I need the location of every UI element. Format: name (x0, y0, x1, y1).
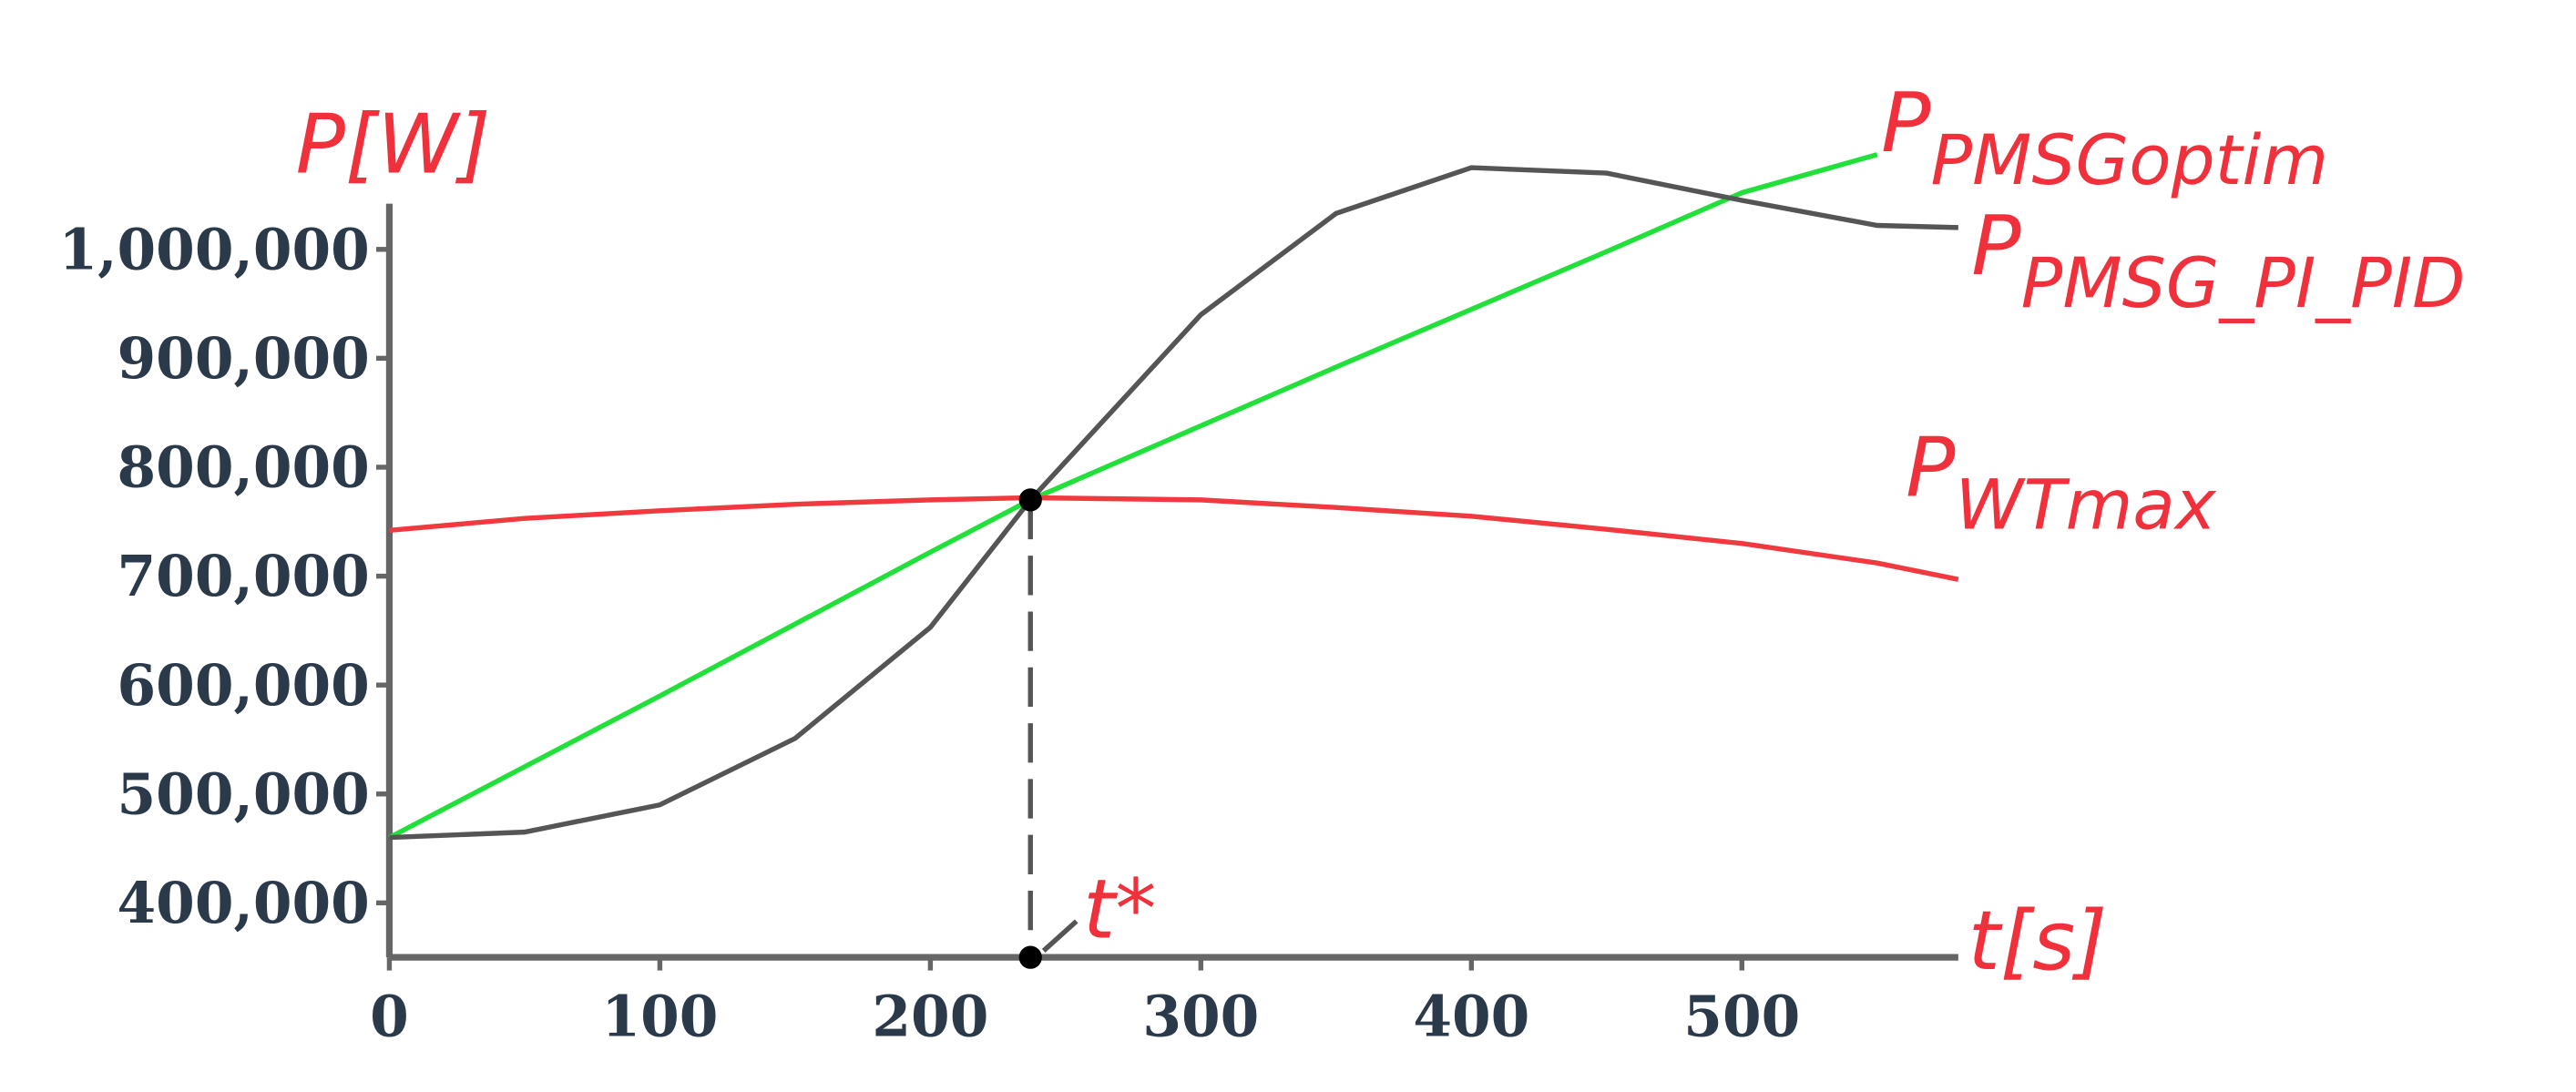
series-label-base: P (1971, 199, 2021, 294)
x-axis-label: t[s] (1968, 893, 2108, 989)
series-label-base: P (1881, 76, 1931, 171)
y-tick-label: 900,000 (118, 326, 370, 392)
y-tick-label: 600,000 (118, 653, 370, 719)
marker-axis-point (1018, 945, 1042, 969)
y-tick-label: 400,000 (118, 871, 370, 936)
y-tick-label: 1,000,000 (59, 217, 370, 282)
y-tick-label: 700,000 (118, 544, 370, 609)
series-label: PWTmax (1906, 421, 2217, 546)
y-tick-label: 500,000 (118, 761, 370, 827)
series-line (388, 152, 1878, 840)
y-axis-label: P[W] (296, 97, 491, 192)
marker-label: t* (1083, 862, 1156, 958)
series-label: PPMSG_PI_PID (1971, 199, 2465, 323)
series-label-sub: WTmax (1956, 465, 2217, 546)
series-label: PPMSGoptim (1881, 76, 2328, 200)
series-line (389, 495, 1959, 582)
series-label-sub: PMSGoptim (1930, 120, 2328, 200)
series-label-sub: PMSG_PI_PID (2021, 243, 2466, 323)
series-line (389, 165, 1958, 841)
y-tick-label: 800,000 (118, 435, 370, 501)
x-tick-label: 100 (601, 985, 718, 1050)
x-tick-label: 500 (1683, 985, 1800, 1050)
x-tick-label: 200 (872, 985, 988, 1050)
marker-point (1018, 488, 1042, 512)
x-tick-label: 400 (1413, 985, 1529, 1050)
marker-pointer (1041, 919, 1078, 953)
x-tick-label: 300 (1142, 985, 1259, 1050)
series-label-base: P (1906, 421, 1956, 516)
x-tick-label: 0 (370, 985, 409, 1050)
